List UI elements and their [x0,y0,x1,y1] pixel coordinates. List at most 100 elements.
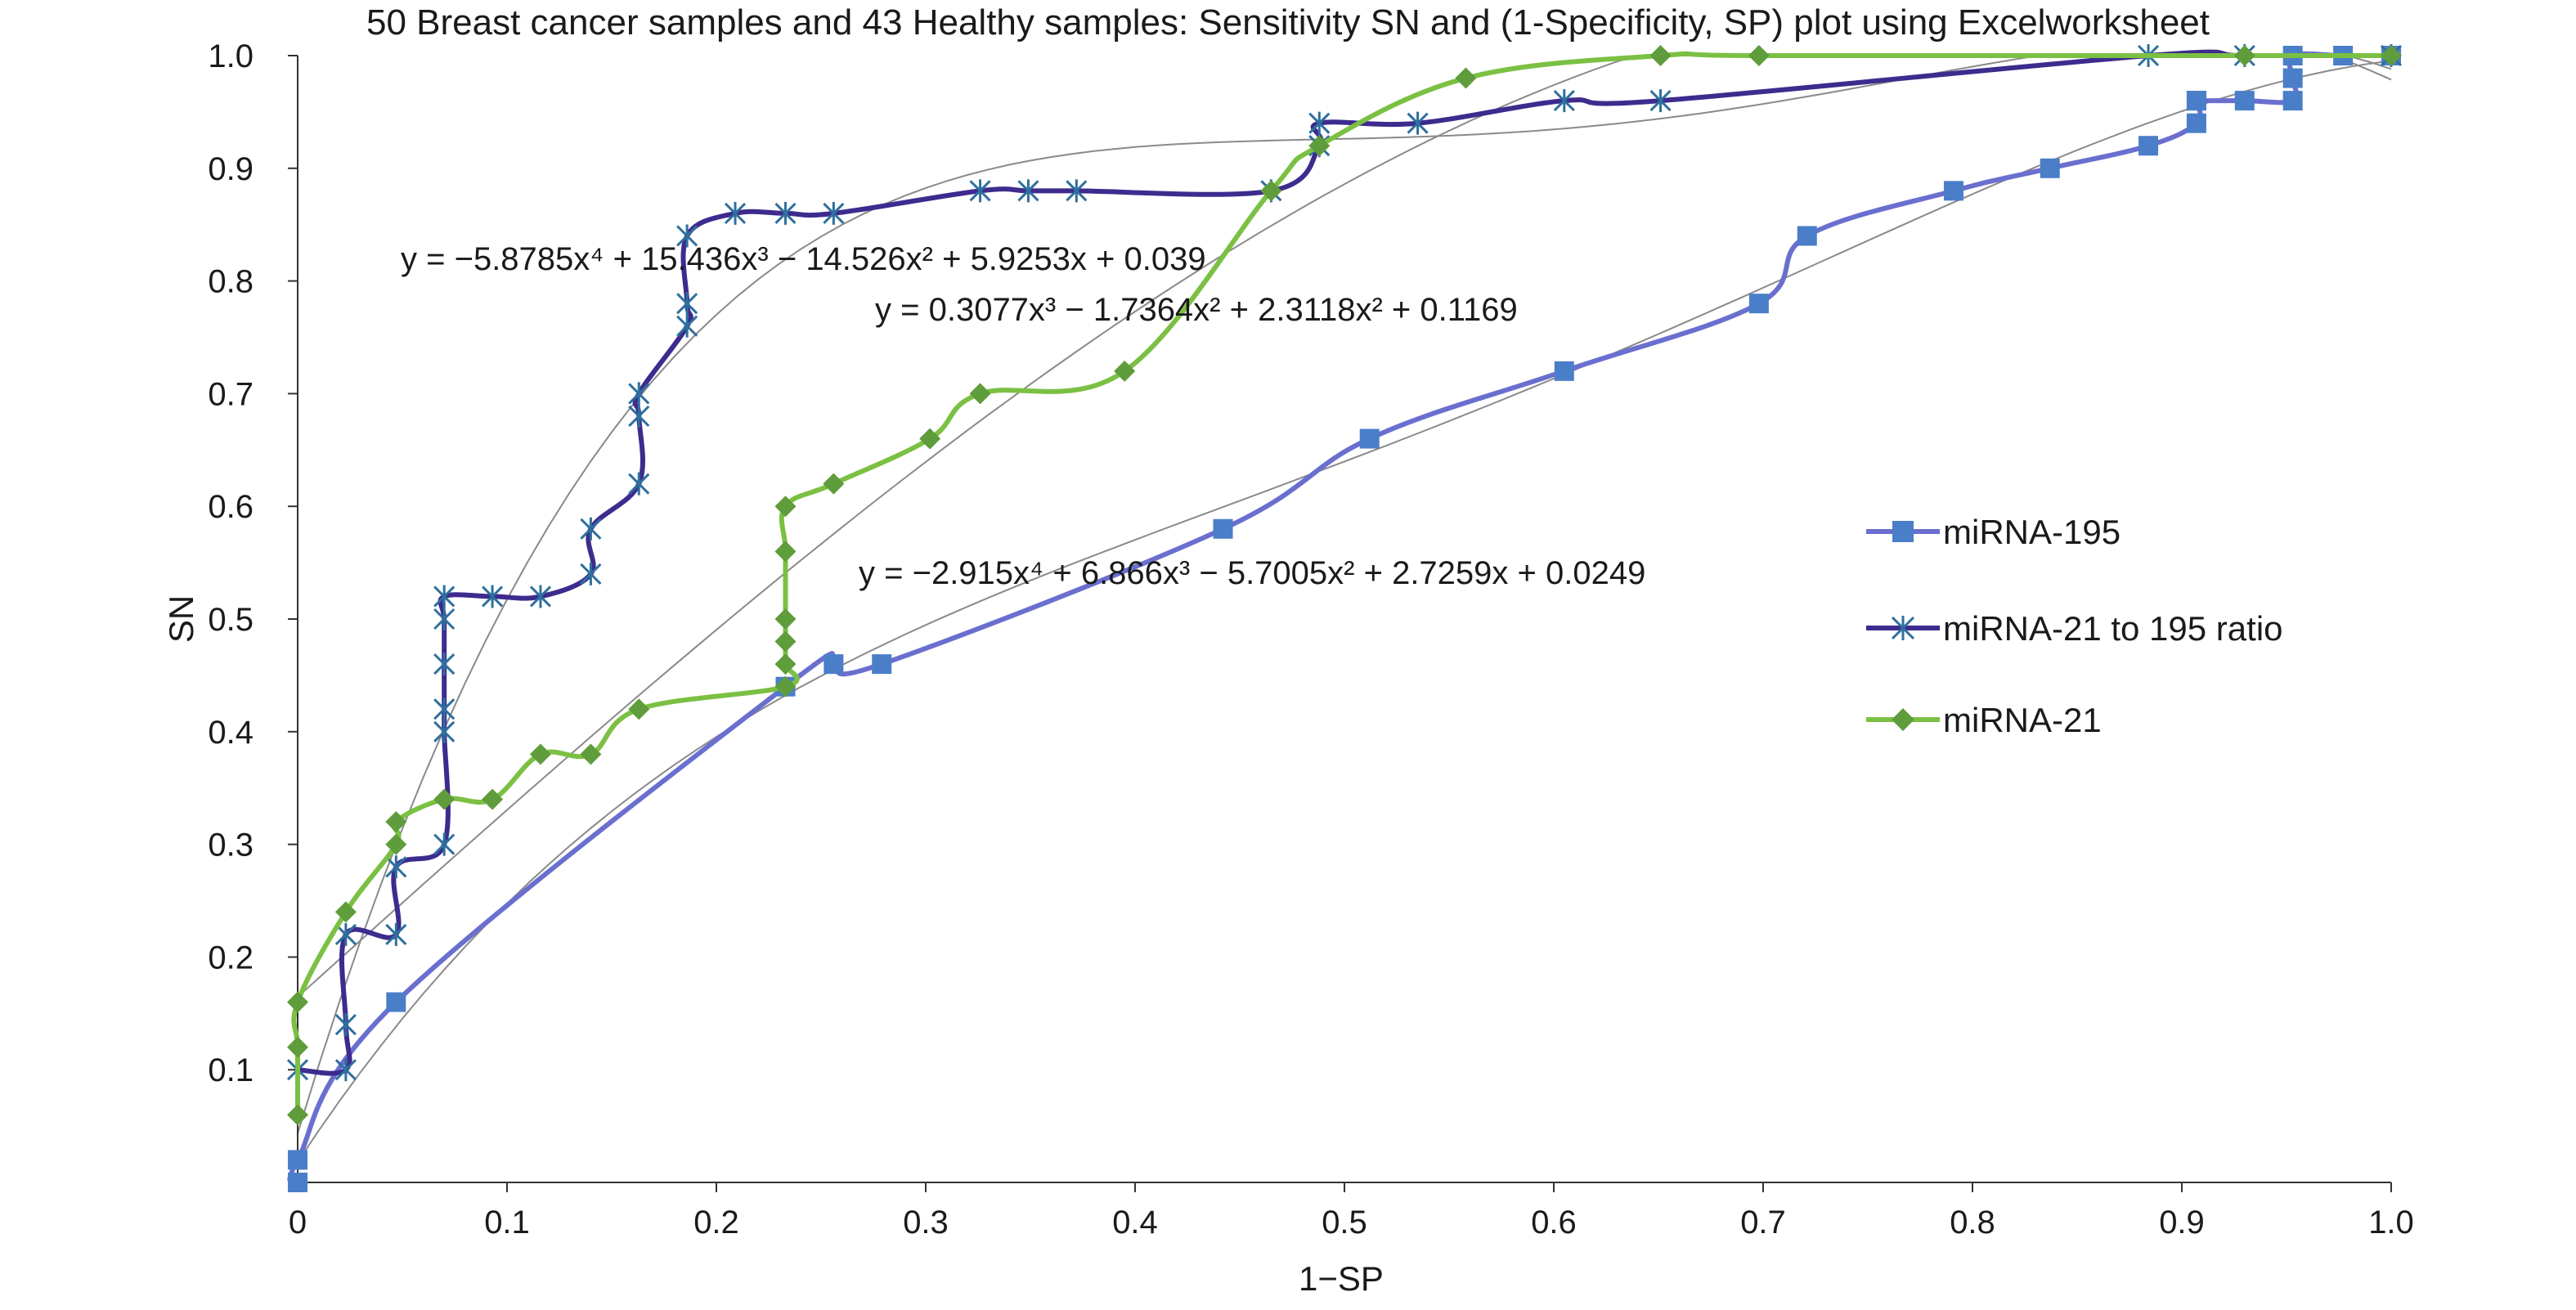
data-point [433,720,456,743]
data-point [1553,89,1575,113]
data-point [1554,361,1574,381]
data-point [1649,45,1672,66]
data-point [529,585,552,608]
y-tick-label: 0.3 [208,828,254,864]
y-tick-label: 0.1 [208,1052,254,1088]
data-point [872,654,892,675]
data-point [1943,181,1963,201]
data-point [385,855,407,879]
data-point [676,292,698,316]
data-point [433,698,456,721]
data-point [1748,294,1769,314]
data-point [628,698,650,720]
data-point [287,991,308,1013]
data-point [2040,158,2060,178]
x-axis-ticks: 0 0.1 0.2 0.3 0.4 0.5 0.6 0.7 0.8 0.9 1.0 [289,1182,2414,1240]
x-tick-label: 0.5 [1322,1205,1367,1240]
y-tick-label: 0.5 [208,602,254,638]
data-point [433,832,456,856]
data-point [433,585,456,608]
y-axis-label: SN [162,595,200,643]
data-point [482,585,504,608]
data-point [774,201,797,225]
x-tick-label: 0.3 [903,1205,949,1240]
data-point [580,517,602,541]
data-point [386,992,406,1012]
trendline-equation-mirna195: y = −2.915x⁴ + 6.866x³ − 5.7005x² + 2.72… [859,555,1645,591]
legend-label: miRNA-21 [1943,701,2102,739]
data-point [628,404,650,428]
data-point [334,901,357,923]
legend: miRNA-195 miRNA-21 to 195 ratio miRNA-21 [1866,513,2283,739]
x-tick-label: 0.6 [1531,1205,1577,1240]
data-point [433,608,456,630]
y-tick-label: 0.9 [208,151,254,187]
y-tick-label: 0.8 [208,264,254,300]
data-point [2138,136,2159,156]
data-point [433,788,456,810]
data-point [1359,428,1380,449]
data-point [2233,45,2255,66]
data-point [774,608,797,630]
data-point [2282,91,2303,111]
data-point [287,1104,308,1126]
x-tick-label: 0.8 [1950,1205,1995,1240]
x-tick-label: 1.0 [2368,1205,2414,1240]
asterisk-marker [1891,616,1915,640]
data-point [774,496,797,518]
data-point [2234,91,2255,111]
data-point [385,922,407,946]
y-tick-label: 1.0 [208,38,254,74]
data-point [823,201,845,225]
data-point [676,224,698,248]
chart-title: 50 Breast cancer samples and 43 Healthy … [366,2,2210,43]
data-point [2186,91,2206,111]
data-point [628,472,650,496]
data-point [969,179,991,203]
trendline-equation-ratio: y = −5.8785x⁴ + 15.436x³ − 14.526x² + 5.… [401,241,1206,277]
y-tick-label: 0.2 [208,940,254,976]
trendline-equation-mirna21: y = 0.3077x³ − 1.7364x² + 2.3118x² + 0.1… [875,292,1518,328]
data-point [580,743,602,765]
data-point [334,1013,357,1037]
data-point [1797,226,1817,246]
legend-swatch-marker [1892,708,1914,731]
data-point [334,922,357,946]
y-tick-label: 0.7 [208,376,254,412]
x-tick-label: 0.2 [693,1205,739,1240]
data-point [482,788,504,810]
data-point [1114,360,1136,382]
data-point [1066,179,1088,203]
data-point [919,428,941,450]
y-tick-label: 0.6 [208,489,254,525]
data-point [529,743,551,765]
data-point [1017,179,1039,203]
data-point [774,541,797,563]
data-point [1407,111,1429,135]
data-point [2186,113,2206,133]
data-point [1213,518,1233,539]
y-tick-label: 0.4 [208,715,254,751]
data-point [580,562,602,585]
data-point [288,1150,307,1170]
y-axis-ticks: 0.1 0.2 0.3 0.4 0.5 0.6 0.7 0.8 0.9 1.0 [208,38,298,1088]
legend-swatch-marker [1892,521,1914,542]
legend-item-mirna195: miRNA-195 [1866,513,2120,551]
data-point [1455,67,1477,89]
data-point [288,1173,307,1192]
data-point [676,314,698,338]
data-point [724,201,747,225]
data-point [2381,45,2402,66]
data-point [774,630,797,653]
x-tick-label: 0 [289,1205,307,1240]
trendline [297,55,2392,1134]
data-point [1649,89,1672,113]
data-point [287,1036,308,1058]
series-lines [286,44,2403,1192]
data-point [774,675,797,698]
data-point [628,382,650,406]
data-point [433,653,456,676]
legend-item-ratio: miRNA-21 to 195 ratio [1866,609,2283,648]
legend-item-mirna21: miRNA-21 [1866,701,2102,739]
